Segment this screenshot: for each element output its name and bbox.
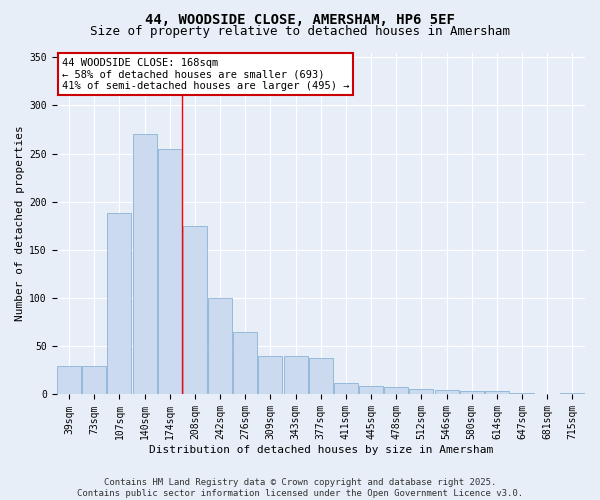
Bar <box>208 298 232 394</box>
Bar <box>107 214 131 394</box>
Bar <box>284 356 308 395</box>
Bar <box>233 332 257 394</box>
Bar <box>409 388 433 394</box>
Text: Contains HM Land Registry data © Crown copyright and database right 2025.
Contai: Contains HM Land Registry data © Crown c… <box>77 478 523 498</box>
Bar <box>334 383 358 394</box>
Bar <box>460 390 484 394</box>
Bar <box>183 226 207 394</box>
Text: 44, WOODSIDE CLOSE, AMERSHAM, HP6 5EF: 44, WOODSIDE CLOSE, AMERSHAM, HP6 5EF <box>145 12 455 26</box>
Bar <box>434 390 458 394</box>
Bar <box>259 356 283 395</box>
Y-axis label: Number of detached properties: Number of detached properties <box>15 126 25 322</box>
Bar <box>560 392 584 394</box>
Bar <box>359 386 383 394</box>
Bar <box>510 392 534 394</box>
Bar <box>57 366 81 394</box>
Bar <box>485 390 509 394</box>
Bar <box>385 387 408 394</box>
Bar <box>158 149 182 394</box>
Text: Size of property relative to detached houses in Amersham: Size of property relative to detached ho… <box>90 25 510 38</box>
Text: 44 WOODSIDE CLOSE: 168sqm
← 58% of detached houses are smaller (693)
41% of semi: 44 WOODSIDE CLOSE: 168sqm ← 58% of detac… <box>62 58 349 91</box>
Bar <box>82 366 106 394</box>
Bar <box>133 134 157 394</box>
Bar <box>309 358 333 395</box>
X-axis label: Distribution of detached houses by size in Amersham: Distribution of detached houses by size … <box>149 445 493 455</box>
